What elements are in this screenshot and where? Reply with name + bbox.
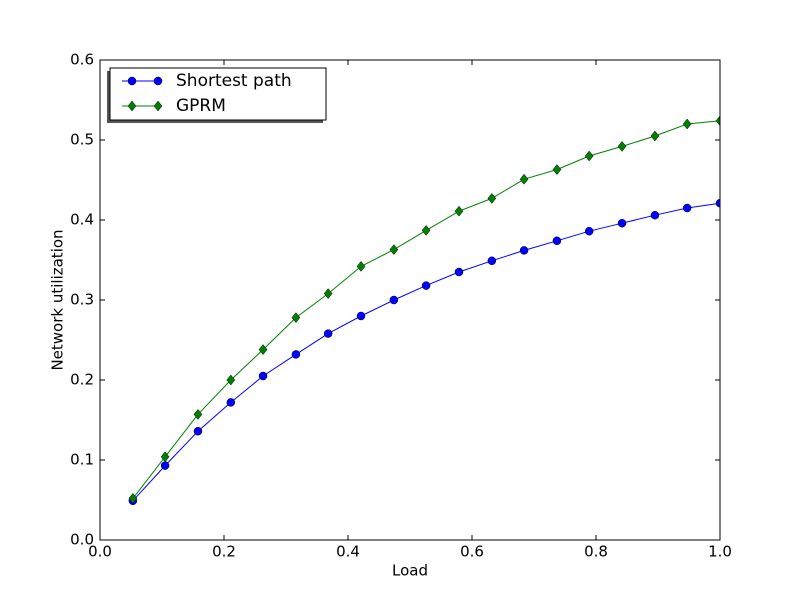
point [519, 173, 529, 185]
y-tick-label: 0.6 [70, 51, 94, 69]
point [389, 244, 399, 256]
point [193, 426, 203, 436]
y-tick-label: 0.3 [70, 291, 94, 309]
point [715, 115, 720, 127]
point [715, 198, 720, 208]
y-axis-label: Network utilization [49, 229, 67, 370]
y-tick-label: 0.1 [70, 451, 94, 469]
point [650, 130, 660, 142]
point [389, 295, 399, 305]
x-tick-label: 1.0 [708, 543, 732, 561]
point [584, 150, 594, 162]
point [682, 203, 692, 213]
y-tick-label: 0.2 [70, 371, 94, 389]
point [487, 256, 497, 266]
point [421, 224, 431, 236]
point [487, 192, 497, 204]
x-tick-label: 0.0 [88, 543, 112, 561]
point [193, 408, 203, 420]
point [323, 329, 333, 338]
point [650, 210, 660, 220]
plot-frame [99, 59, 721, 541]
x-tick-label: 0.8 [584, 543, 608, 561]
y-tick-label: 0.0 [70, 531, 94, 549]
plot-area [128, 115, 720, 506]
x-tick-label: 0.2 [212, 543, 236, 561]
point [454, 267, 464, 277]
point [421, 281, 431, 290]
legend-marker [127, 100, 137, 112]
point [519, 246, 529, 255]
legend-marker [127, 76, 137, 86]
point [617, 218, 627, 228]
point [291, 312, 301, 324]
point [356, 260, 366, 272]
x-tick-label: 0.4 [336, 543, 360, 561]
y-tick-label: 0.4 [70, 211, 94, 229]
point [160, 461, 170, 470]
point [291, 350, 301, 359]
point [617, 140, 627, 152]
point [552, 236, 562, 246]
point [226, 374, 236, 386]
point [258, 344, 268, 356]
point [160, 451, 170, 463]
y-tick-label: 0.5 [70, 131, 94, 149]
legend-marker [153, 76, 163, 86]
point [258, 371, 268, 381]
point [552, 164, 562, 176]
point [454, 205, 464, 217]
point [682, 118, 692, 130]
point [128, 492, 138, 504]
point [356, 311, 366, 321]
legend-marker [153, 100, 163, 112]
legend-label: GPRM [176, 96, 226, 116]
point [323, 288, 333, 300]
x-tick-label: 0.6 [460, 543, 484, 561]
x-axis-label: Load [392, 562, 428, 580]
point [226, 398, 236, 407]
legend-label: Shortest path [176, 71, 292, 91]
legend-box [109, 67, 327, 121]
point [584, 226, 594, 236]
